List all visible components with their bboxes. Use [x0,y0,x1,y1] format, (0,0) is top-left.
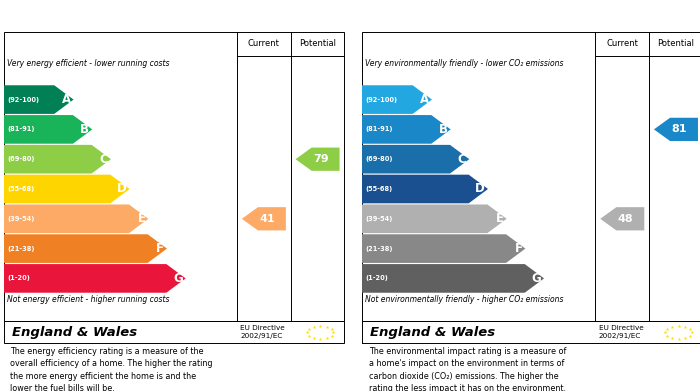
Text: (55-68): (55-68) [365,186,393,192]
Text: (69-80): (69-80) [365,156,393,162]
Polygon shape [241,207,286,230]
Text: Energy Efficiency Rating: Energy Efficiency Rating [12,12,174,25]
Text: D: D [117,183,127,196]
Text: C: C [99,153,108,166]
Text: Environmental Impact (CO₂) Rating: Environmental Impact (CO₂) Rating [370,12,603,25]
Polygon shape [362,234,526,263]
Text: E: E [496,212,504,225]
Text: (39-54): (39-54) [7,216,34,222]
Text: England & Wales: England & Wales [12,326,137,339]
Polygon shape [4,115,92,144]
Text: E: E [137,212,146,225]
Text: B: B [439,123,448,136]
Polygon shape [4,175,130,203]
Polygon shape [4,85,74,114]
Text: (69-80): (69-80) [7,156,34,162]
Polygon shape [362,85,432,114]
Polygon shape [654,118,698,141]
Text: 48: 48 [618,214,634,224]
Text: (21-38): (21-38) [7,246,34,251]
Text: England & Wales: England & Wales [370,326,496,339]
Polygon shape [295,147,340,171]
Polygon shape [362,204,507,233]
Text: Potential: Potential [299,39,336,48]
Text: Current: Current [248,39,280,48]
Text: The environmental impact rating is a measure of
a home's impact on the environme: The environmental impact rating is a mea… [369,347,566,391]
Polygon shape [362,175,488,203]
Text: The energy efficiency rating is a measure of the
overall efficiency of a home. T: The energy efficiency rating is a measur… [10,347,213,391]
Polygon shape [4,264,186,293]
Text: F: F [514,242,522,255]
Text: A: A [420,93,429,106]
Text: (92-100): (92-100) [7,97,39,102]
Polygon shape [600,207,644,230]
Text: 81: 81 [672,124,687,135]
Text: 79: 79 [314,154,329,164]
Text: 41: 41 [260,214,275,224]
Text: Very environmentally friendly - lower CO₂ emissions: Very environmentally friendly - lower CO… [365,59,564,68]
Text: EU Directive
2002/91/EC: EU Directive 2002/91/EC [240,325,285,339]
Text: G: G [531,272,541,285]
Text: (55-68): (55-68) [7,186,34,192]
Polygon shape [362,264,544,293]
Text: A: A [62,93,71,106]
Text: (81-91): (81-91) [365,126,393,133]
Text: (39-54): (39-54) [365,216,393,222]
Polygon shape [362,145,469,174]
Text: F: F [156,242,164,255]
Text: (21-38): (21-38) [365,246,393,251]
Polygon shape [362,115,451,144]
Polygon shape [4,234,167,263]
Text: (1-20): (1-20) [7,275,30,282]
Text: (81-91): (81-91) [7,126,34,133]
Text: Current: Current [606,39,638,48]
Text: EU Directive
2002/91/EC: EU Directive 2002/91/EC [598,325,643,339]
Text: C: C [458,153,466,166]
Polygon shape [4,145,111,174]
Text: D: D [475,183,485,196]
Text: Not environmentally friendly - higher CO₂ emissions: Not environmentally friendly - higher CO… [365,295,564,304]
Text: B: B [80,123,90,136]
Text: Very energy efficient - lower running costs: Very energy efficient - lower running co… [7,59,169,68]
Text: G: G [173,272,183,285]
Text: (92-100): (92-100) [365,97,398,102]
Text: Potential: Potential [657,39,694,48]
Text: Not energy efficient - higher running costs: Not energy efficient - higher running co… [7,295,169,304]
Polygon shape [4,204,148,233]
Text: (1-20): (1-20) [365,275,389,282]
